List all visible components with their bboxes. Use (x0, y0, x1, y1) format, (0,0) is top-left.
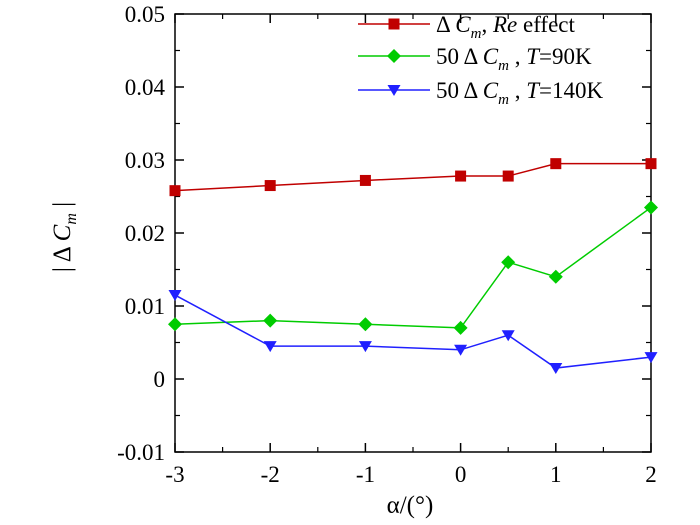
y-tick-label: -0.01 (117, 440, 165, 465)
x-tick-label: -3 (165, 462, 184, 487)
data-point (453, 320, 468, 335)
legend-marker (388, 18, 400, 30)
data-point (644, 200, 658, 215)
data-point (168, 317, 182, 332)
x-axis-title: α/(°) (387, 492, 434, 519)
legend-entry-2: 50 Δ Cm , T=90K (358, 44, 592, 74)
y-tick-label: 0.01 (125, 294, 165, 319)
data-point (645, 158, 657, 170)
data-point (502, 170, 514, 182)
data-point (550, 158, 562, 170)
series-2 (168, 200, 658, 335)
series-1 (169, 158, 657, 197)
y-tick-label: 0.03 (125, 148, 165, 173)
y-tick-label: 0 (154, 367, 166, 392)
data-point (549, 363, 563, 375)
legend-marker (387, 49, 401, 63)
x-tick-label: -2 (261, 462, 280, 487)
series-line (174, 162, 651, 192)
legend-marker (387, 85, 401, 96)
data-point (644, 352, 658, 364)
y-axis-title: | Δ Cm | (49, 202, 80, 272)
legend-label: 50 Δ Cm , T=140K (436, 78, 603, 108)
legend-entry-3: 50 Δ Cm , T=140K (358, 78, 603, 108)
data-point (454, 344, 468, 356)
data-point (168, 290, 182, 302)
series-line (174, 206, 652, 329)
data-point (263, 341, 277, 353)
data-point (263, 313, 278, 328)
series-layer (168, 158, 658, 375)
legend-label: Δ Cm, Re effect (436, 12, 576, 42)
data-point (501, 255, 516, 270)
data-point (501, 330, 515, 342)
y-tick-label: 0.02 (125, 221, 165, 246)
data-point (358, 341, 372, 353)
y-tick-label: 0.04 (125, 75, 166, 100)
data-point (548, 269, 563, 284)
data-point (169, 185, 181, 197)
series-line (174, 294, 652, 369)
data-point (359, 174, 371, 186)
x-tick-label: -1 (356, 462, 375, 487)
x-tick-label: 0 (455, 462, 467, 487)
series-3 (168, 290, 658, 375)
axis-ticks: -3 -2 -1 0 1 2 -0.01 0 0.01 0.02 0.03 0.04 0.05 (117, 2, 657, 487)
x-tick-label: 2 (645, 462, 657, 487)
data-point (264, 180, 276, 192)
data-point (455, 170, 467, 182)
legend-label: 50 Δ Cm , T=90K (436, 44, 592, 74)
y-tick-label: 0.05 (125, 2, 165, 27)
legend-entry-1: Δ Cm, Re effect (358, 12, 576, 42)
data-point (358, 317, 373, 332)
x-tick-label: 1 (550, 462, 562, 487)
